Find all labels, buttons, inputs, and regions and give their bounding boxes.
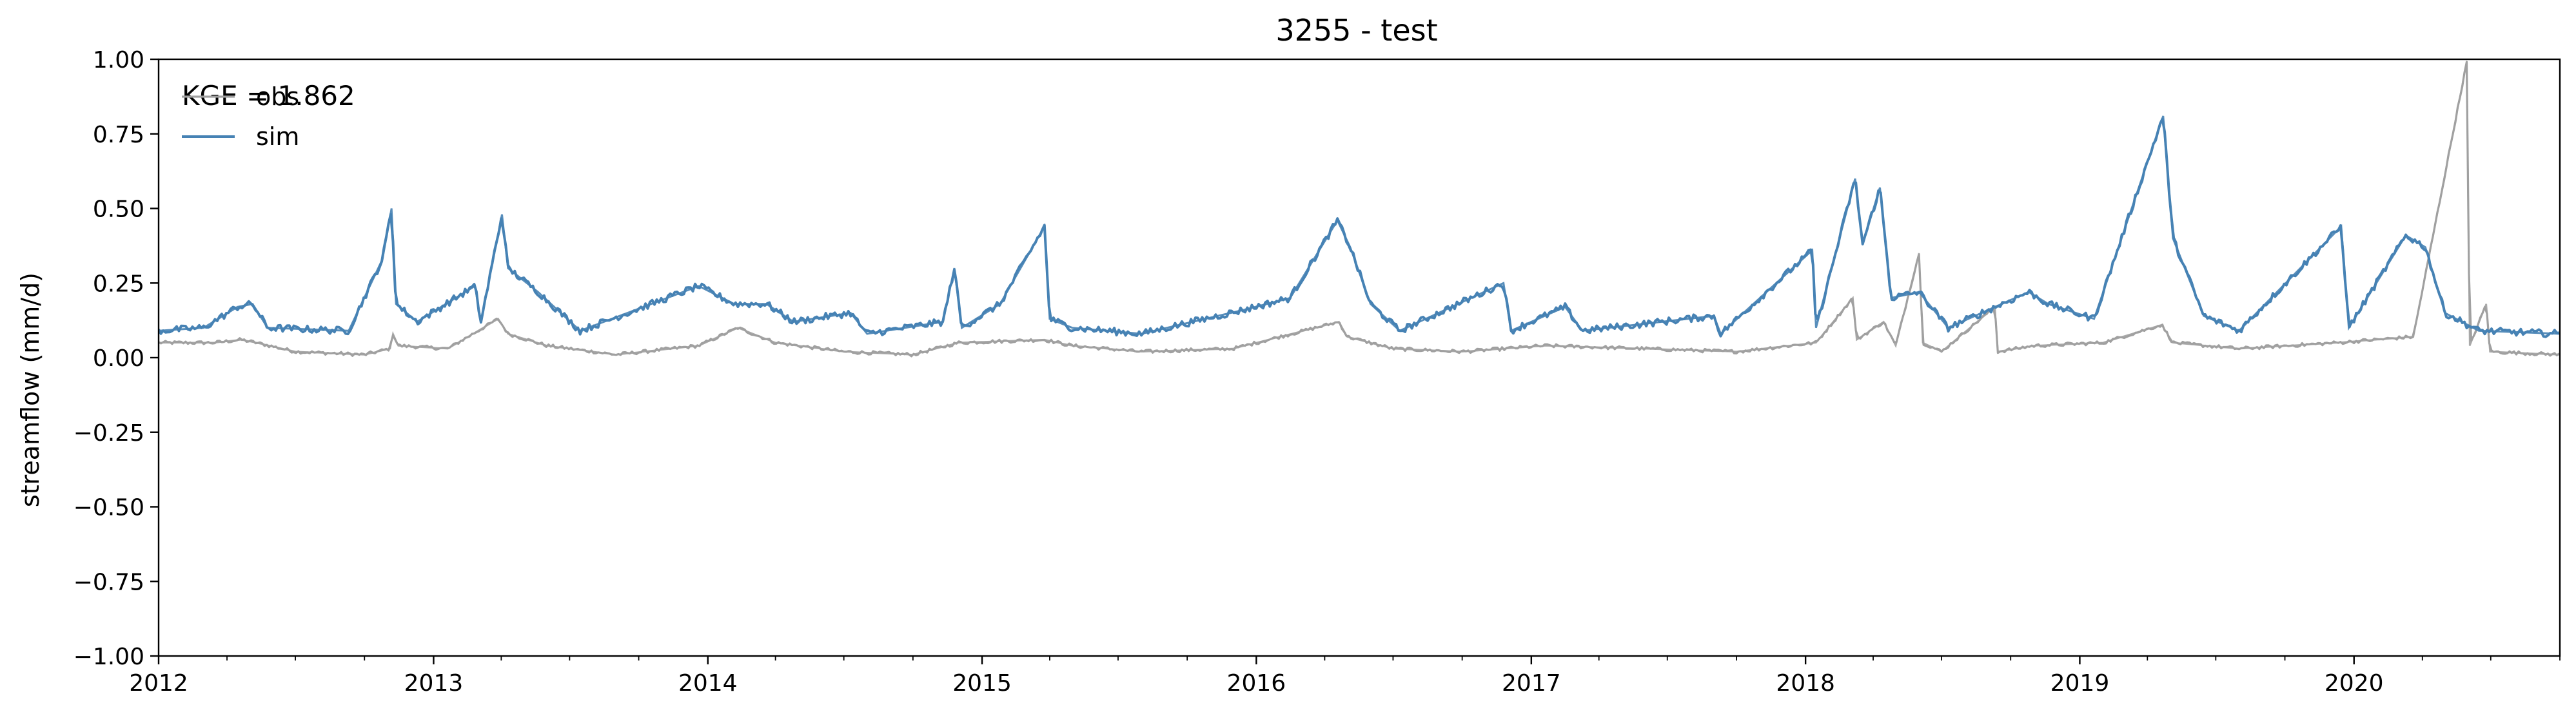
x-tick-label: 2017 bbox=[1502, 670, 1561, 697]
y-tick-label: 0.75 bbox=[93, 122, 144, 148]
legend-label-sim: sim bbox=[256, 122, 299, 151]
y-tick-label: −0.25 bbox=[74, 420, 144, 447]
axes-frame bbox=[157, 58, 2561, 657]
chart-title: 3255 - test bbox=[1275, 13, 1437, 48]
y-tick-label: 1.00 bbox=[93, 47, 144, 73]
plot-area bbox=[159, 61, 2560, 358]
y-tick-label: 0.50 bbox=[93, 197, 144, 223]
y-axis-label: streamflow (mm/d) bbox=[16, 273, 44, 507]
x-tick-label: 2015 bbox=[952, 670, 1012, 697]
axes: −1.00 −0.75 −0.50 −0.25 0.00 0.25 0.50 0.75 1.00… bbox=[74, 47, 2561, 697]
series-line-obs bbox=[159, 61, 2560, 358]
series-peaks-sim bbox=[159, 115, 2560, 336]
y-tick-label: 0.25 bbox=[93, 271, 144, 297]
x-tick-label: 2013 bbox=[404, 670, 464, 697]
y-tick-label: −0.50 bbox=[74, 495, 144, 521]
x-tick-label: 2012 bbox=[129, 670, 188, 697]
series-peaks-obs bbox=[159, 62, 2560, 356]
y-tick-label: −1.00 bbox=[74, 644, 144, 670]
x-tick-label: 2014 bbox=[678, 670, 738, 697]
x-tick-label: 2018 bbox=[1776, 670, 1835, 697]
y-tick-label: 0.00 bbox=[93, 345, 144, 372]
x-tick-label: 2016 bbox=[1227, 670, 1286, 697]
x-tick-label: 2020 bbox=[2325, 670, 2384, 697]
x-tick-label: 2019 bbox=[2050, 670, 2110, 697]
legend-label-obs: obs bbox=[256, 82, 299, 111]
y-tick-label: −0.75 bbox=[74, 569, 144, 595]
